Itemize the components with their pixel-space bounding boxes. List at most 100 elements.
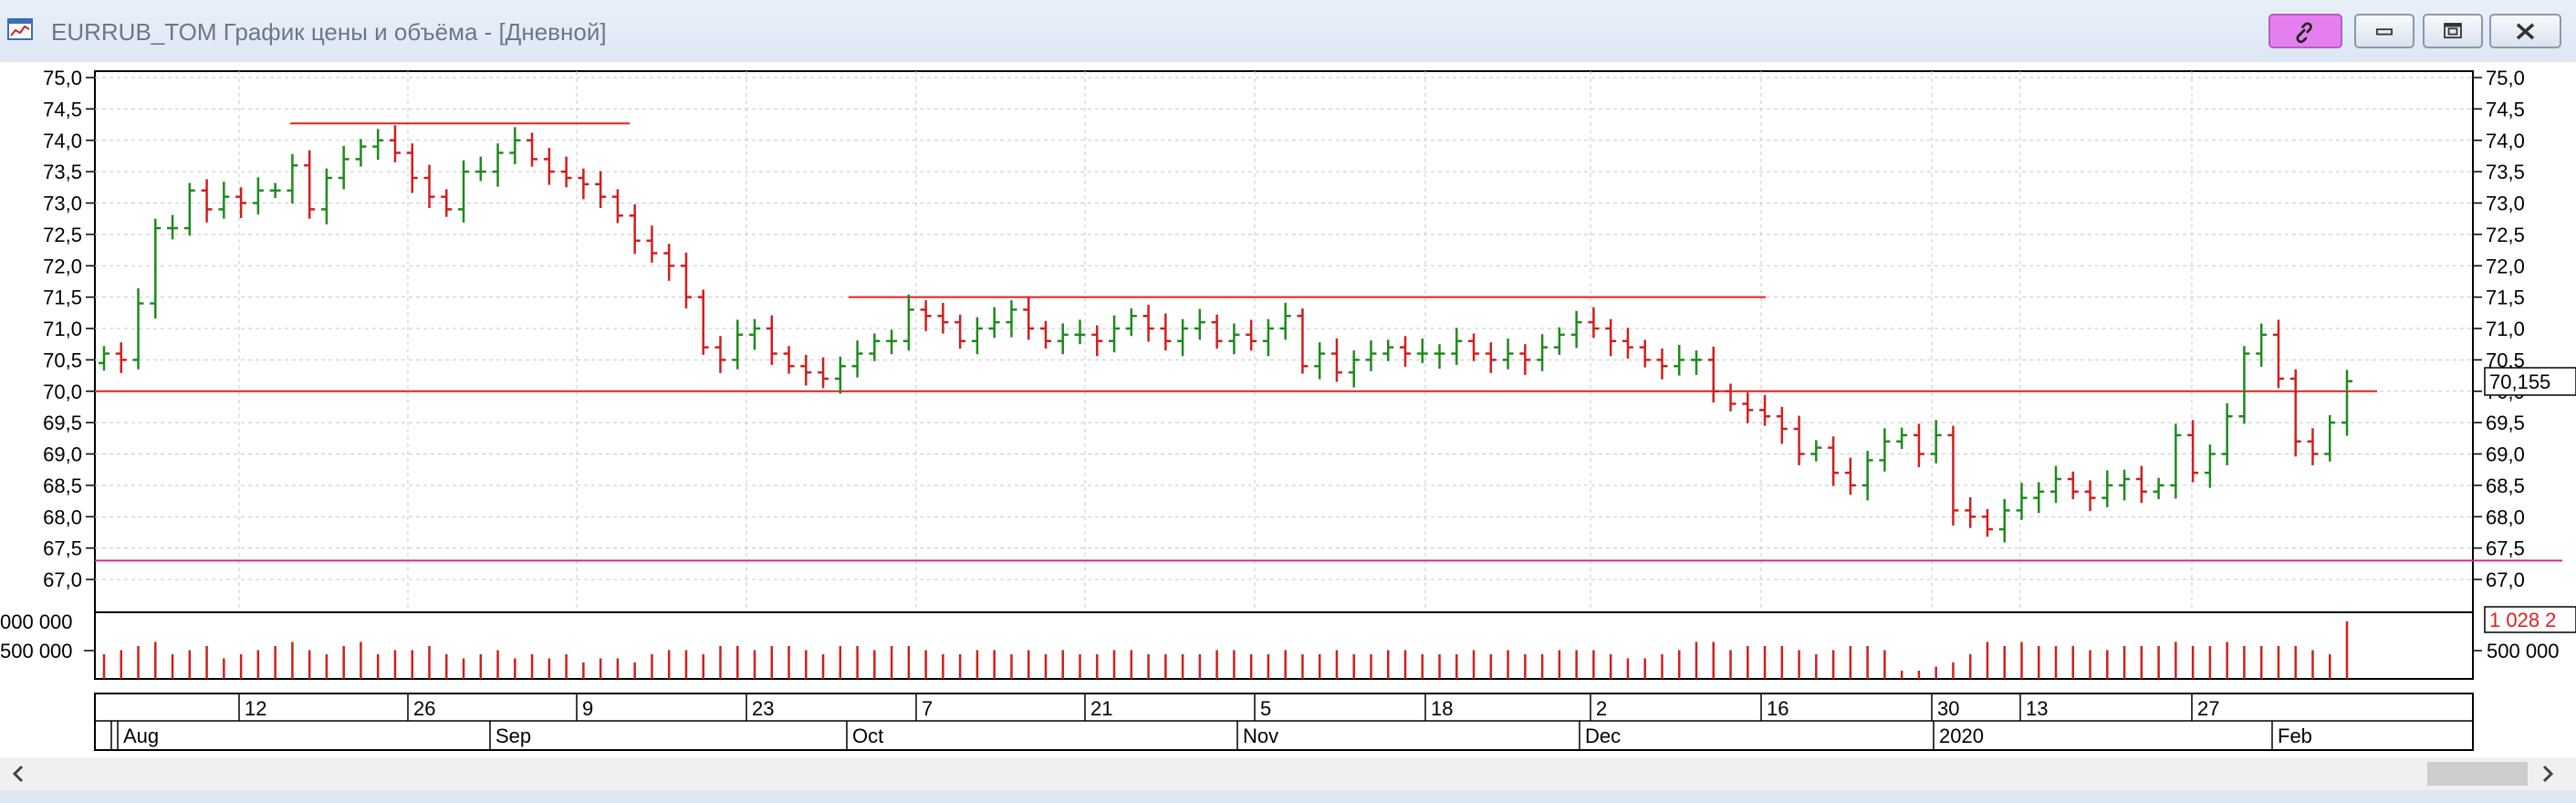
ohlc-bar xyxy=(697,289,709,355)
ohlc-bar xyxy=(1279,302,1291,340)
volume-panel[interactable] xyxy=(94,611,2474,680)
ohlc-bar xyxy=(1314,342,1326,380)
minimize-button[interactable] xyxy=(2354,14,2414,48)
scroll-right-icon[interactable] xyxy=(2537,763,2559,785)
ohlc-bars xyxy=(99,125,2352,543)
left-price-label: 67,5 xyxy=(43,537,82,560)
close-button[interactable] xyxy=(2489,14,2561,48)
ohlc-bar xyxy=(886,329,898,355)
ohlc-bar xyxy=(1400,336,1412,367)
day-label: 21 xyxy=(1090,697,1112,720)
right-price-label: 71,0 xyxy=(2486,318,2525,340)
ohlc-bar xyxy=(1330,339,1342,382)
right-price-label: 71,5 xyxy=(2486,287,2525,309)
price-volume-chart[interactable]: 75,0 74,5 74,0 73,5 73,0 72,5 72,0 71,5 71,0 70,5… xyxy=(0,62,2576,757)
ohlc-bar xyxy=(1142,304,1154,342)
ohlc-bar xyxy=(1570,310,1582,349)
ohlc-bar xyxy=(595,171,607,208)
ohlc-bar xyxy=(1177,318,1189,357)
ohlc-bar xyxy=(1485,342,1497,373)
ohlc-bar xyxy=(834,356,846,394)
horizontal-scrollbar[interactable] xyxy=(0,757,2576,790)
current-price-label: 70,155 xyxy=(2489,370,2550,393)
ohlc-bar xyxy=(1039,320,1051,349)
current-price-marker: 70,155 xyxy=(2484,367,2576,396)
ohlc-bar xyxy=(971,317,983,355)
ohlc-bar xyxy=(406,143,418,193)
title-bar[interactable]: EURRUB_TOM График цены и объёма - [Дневн… xyxy=(0,0,2576,62)
ohlc-bar xyxy=(680,252,692,308)
ohlc-bar xyxy=(988,307,1000,339)
ohlc-bar xyxy=(269,182,281,198)
right-price-label: 69,5 xyxy=(2486,412,2525,434)
left-price-label: 71,5 xyxy=(43,287,82,309)
ohlc-bar xyxy=(1365,340,1377,371)
ohlc-bar xyxy=(902,294,914,351)
day-label: 7 xyxy=(922,697,933,720)
ohlc-bar xyxy=(937,302,949,334)
scroll-thumb[interactable] xyxy=(2427,762,2528,786)
volume-bars xyxy=(102,621,2349,679)
ohlc-bar xyxy=(2033,482,2045,514)
right-price-axis: 75,074,574,073,573,072,572,071,571,070,5… xyxy=(2473,67,2525,591)
ohlc-bar xyxy=(218,182,230,219)
left-price-label: 71,0 xyxy=(43,318,82,340)
day-label: 23 xyxy=(752,697,774,720)
left-price-label: 74,0 xyxy=(43,130,82,152)
ohlc-bar xyxy=(1211,314,1223,349)
ohlc-bar xyxy=(714,336,726,373)
ohlc-bar xyxy=(1228,323,1240,355)
ohlc-bar xyxy=(2204,444,2216,488)
ohlc-bar xyxy=(183,182,195,236)
day-label: 12 xyxy=(245,697,266,720)
left-price-label: 69,0 xyxy=(43,443,82,466)
ohlc-bar xyxy=(1930,420,1942,464)
ohlc-bar xyxy=(2187,420,2199,483)
ohlc-bar xyxy=(2307,428,2319,465)
ohlc-bar xyxy=(1023,296,1035,340)
month-label: Sep xyxy=(495,725,531,747)
day-label: 13 xyxy=(2026,697,2048,720)
ohlc-bar xyxy=(2101,470,2113,507)
day-label: 26 xyxy=(413,697,435,720)
month-label: Dec xyxy=(1585,725,1621,747)
month-label: 2020 xyxy=(1939,725,1984,747)
left-price-label: 72,5 xyxy=(43,224,82,246)
ohlc-bar xyxy=(2324,414,2336,462)
left-price-label: 70,0 xyxy=(43,381,82,403)
ohlc-bar xyxy=(2067,471,2079,499)
left-price-axis: 75,0 74,5 74,0 73,5 73,0 72,5 72,0 71,5 71,0 70,5… xyxy=(43,67,95,591)
ohlc-bar xyxy=(2289,369,2301,457)
horizontal-levels xyxy=(95,122,2562,562)
ohlc-bar xyxy=(201,179,213,223)
link-button[interactable] xyxy=(2268,14,2342,48)
right-price-label: 67,0 xyxy=(2486,568,2525,591)
left-price-label: 73,5 xyxy=(43,161,82,183)
ohlc-bar xyxy=(1451,328,1463,365)
ohlc-bar xyxy=(2084,480,2096,512)
ohlc-bar xyxy=(1725,383,1736,412)
left-price-label: 69,5 xyxy=(43,412,82,434)
ohlc-bar xyxy=(1759,394,1771,426)
scroll-left-icon[interactable] xyxy=(7,763,29,785)
right-price-label: 73,0 xyxy=(2486,193,2525,215)
day-label: 27 xyxy=(2197,697,2219,720)
ohlc-bar xyxy=(1896,427,1908,449)
left-price-label: 74,5 xyxy=(43,98,82,120)
maximize-button[interactable] xyxy=(2423,14,2483,48)
ohlc-bar xyxy=(1057,323,1069,355)
price-panel[interactable] xyxy=(94,70,2474,641)
window-title: EURRUB_TOM График цены и объёма - [Дневн… xyxy=(51,18,607,46)
ohlc-bar xyxy=(1981,509,1993,537)
ohlc-bar xyxy=(1879,428,1891,472)
ohlc-bar xyxy=(115,342,127,373)
ohlc-bar xyxy=(954,314,966,349)
right-price-label: 72,5 xyxy=(2486,224,2525,246)
ohlc-bar xyxy=(1810,440,1822,462)
ohlc-bar xyxy=(1194,308,1205,340)
ohlc-bar xyxy=(2341,370,2352,436)
ohlc-bar xyxy=(920,300,932,331)
ohlc-bar xyxy=(527,132,538,167)
left-price-label: 73,0 xyxy=(43,193,82,215)
ohlc-bar xyxy=(287,153,298,204)
